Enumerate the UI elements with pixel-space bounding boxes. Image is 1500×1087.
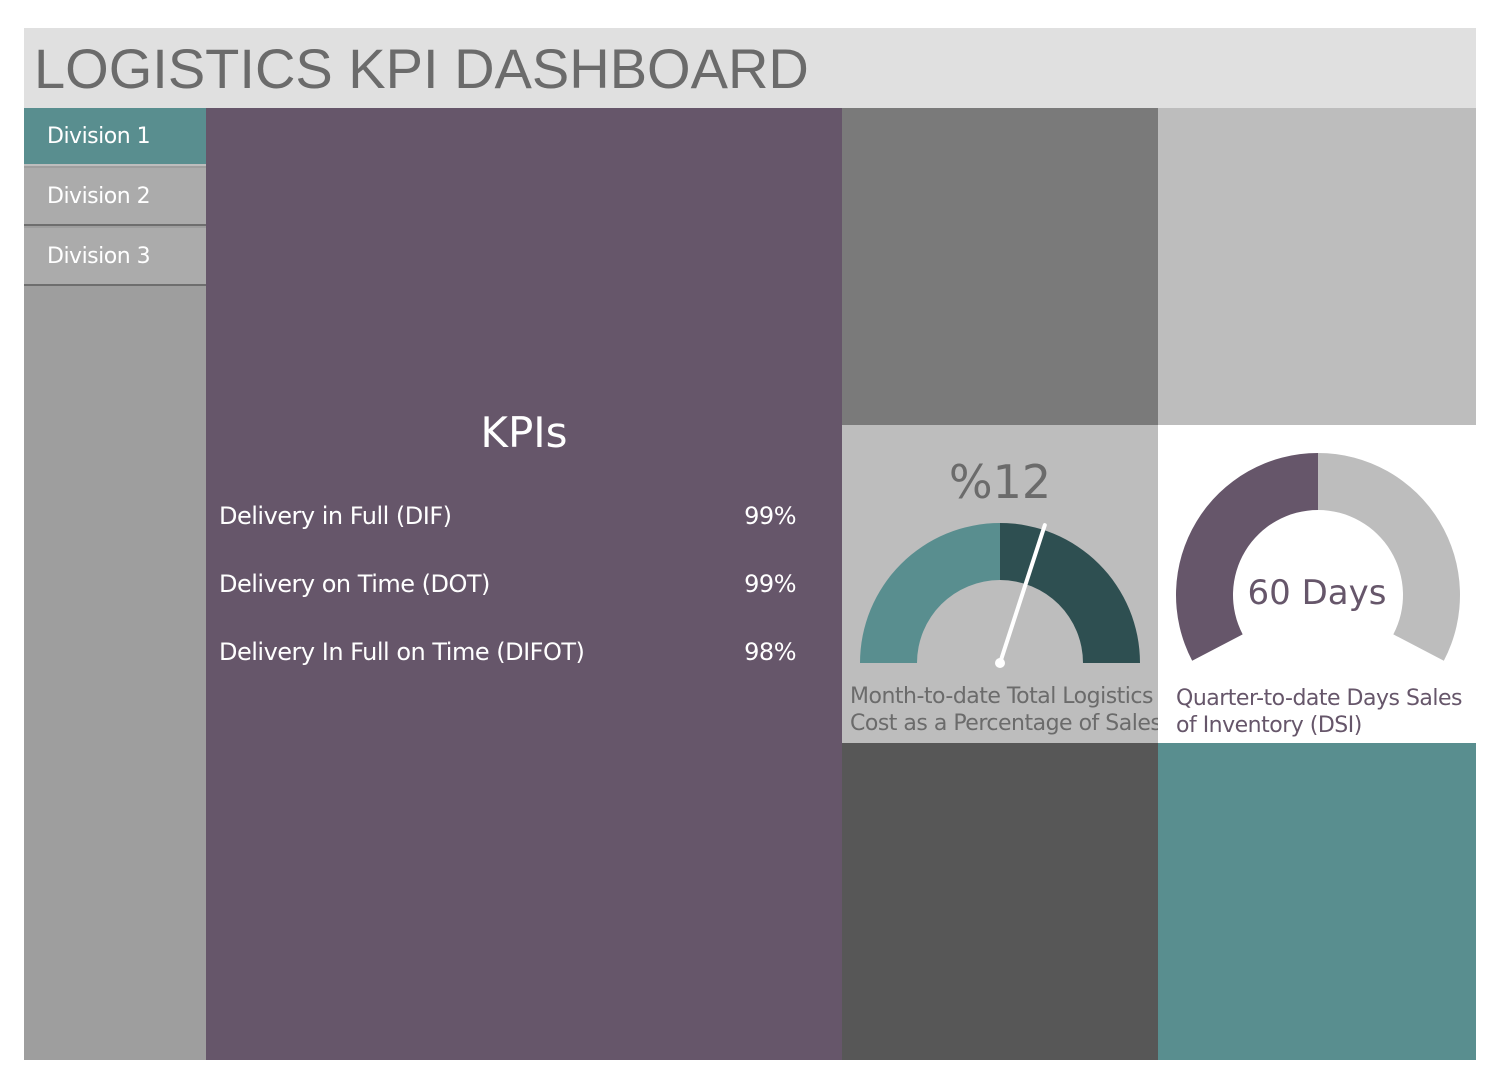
gauge-low-segment xyxy=(860,523,1000,663)
sidebar-item-division-3[interactable]: Division 3 xyxy=(24,228,206,286)
kpi-value: 99% xyxy=(744,502,796,530)
kpi-row: Delivery on Time (DOT) 99% xyxy=(219,570,796,598)
page-title: LOGISTICS KPI DASHBOARD xyxy=(34,37,809,100)
dsi-rest-segment xyxy=(1318,453,1460,661)
label-line: Cost as a Percentage of Sales xyxy=(850,711,1162,736)
label-line: Quarter-to-date Days Sales xyxy=(1176,686,1463,711)
kpi-panel: KPIs Delivery in Full (DIF) 99% Delivery … xyxy=(206,108,842,1060)
dsi-gauge-value: 60 Days xyxy=(1247,573,1387,613)
label-line: of Inventory (DSI) xyxy=(1176,713,1362,738)
cost-gauge-label: Month-to-date Total Logistics Cost as a P… xyxy=(850,683,1162,737)
kpi-label: Delivery on Time (DOT) xyxy=(219,570,490,598)
dsi-gauge-tile: 60 Days Quarter-to-date Days Sales of Inv… xyxy=(1158,425,1476,743)
kpi-value: 98% xyxy=(744,638,796,666)
tile-placeholder xyxy=(1158,743,1476,1060)
gauge-needle xyxy=(998,523,1047,665)
dsi-gauge-label: Quarter-to-date Days Sales of Inventory (… xyxy=(1176,685,1463,739)
division-sidebar: Division 1 Division 2 Division 3 xyxy=(24,108,206,1060)
cost-gauge-value: %12 xyxy=(948,455,1052,509)
sidebar-item-division-2[interactable]: Division 2 xyxy=(24,168,206,226)
cost-gauge xyxy=(860,523,1140,668)
label-line: Month-to-date Total Logistics xyxy=(850,684,1153,709)
kpi-row: Delivery In Full on Time (DIFOT) 98% xyxy=(219,638,796,666)
dsi-fill-segment xyxy=(1176,453,1318,661)
kpi-label: Delivery In Full on Time (DIFOT) xyxy=(219,638,585,666)
tile-placeholder xyxy=(842,108,1158,425)
sidebar-item-division-1[interactable]: Division 1 xyxy=(24,108,206,166)
gauge-needle-pivot xyxy=(995,658,1005,668)
dsi-gauge xyxy=(1176,453,1460,661)
cost-gauge-tile: %12 Month-to-date Total Logistics Cost as… xyxy=(842,425,1162,743)
kpi-title: KPIs xyxy=(480,408,568,457)
header: LOGISTICS KPI DASHBOARD xyxy=(24,28,1476,108)
kpi-row: Delivery in Full (DIF) 99% xyxy=(219,502,796,530)
tile-placeholder xyxy=(1158,108,1476,425)
kpi-value: 99% xyxy=(744,570,796,598)
tile-placeholder xyxy=(842,743,1158,1060)
kpi-label: Delivery in Full (DIF) xyxy=(219,502,452,530)
